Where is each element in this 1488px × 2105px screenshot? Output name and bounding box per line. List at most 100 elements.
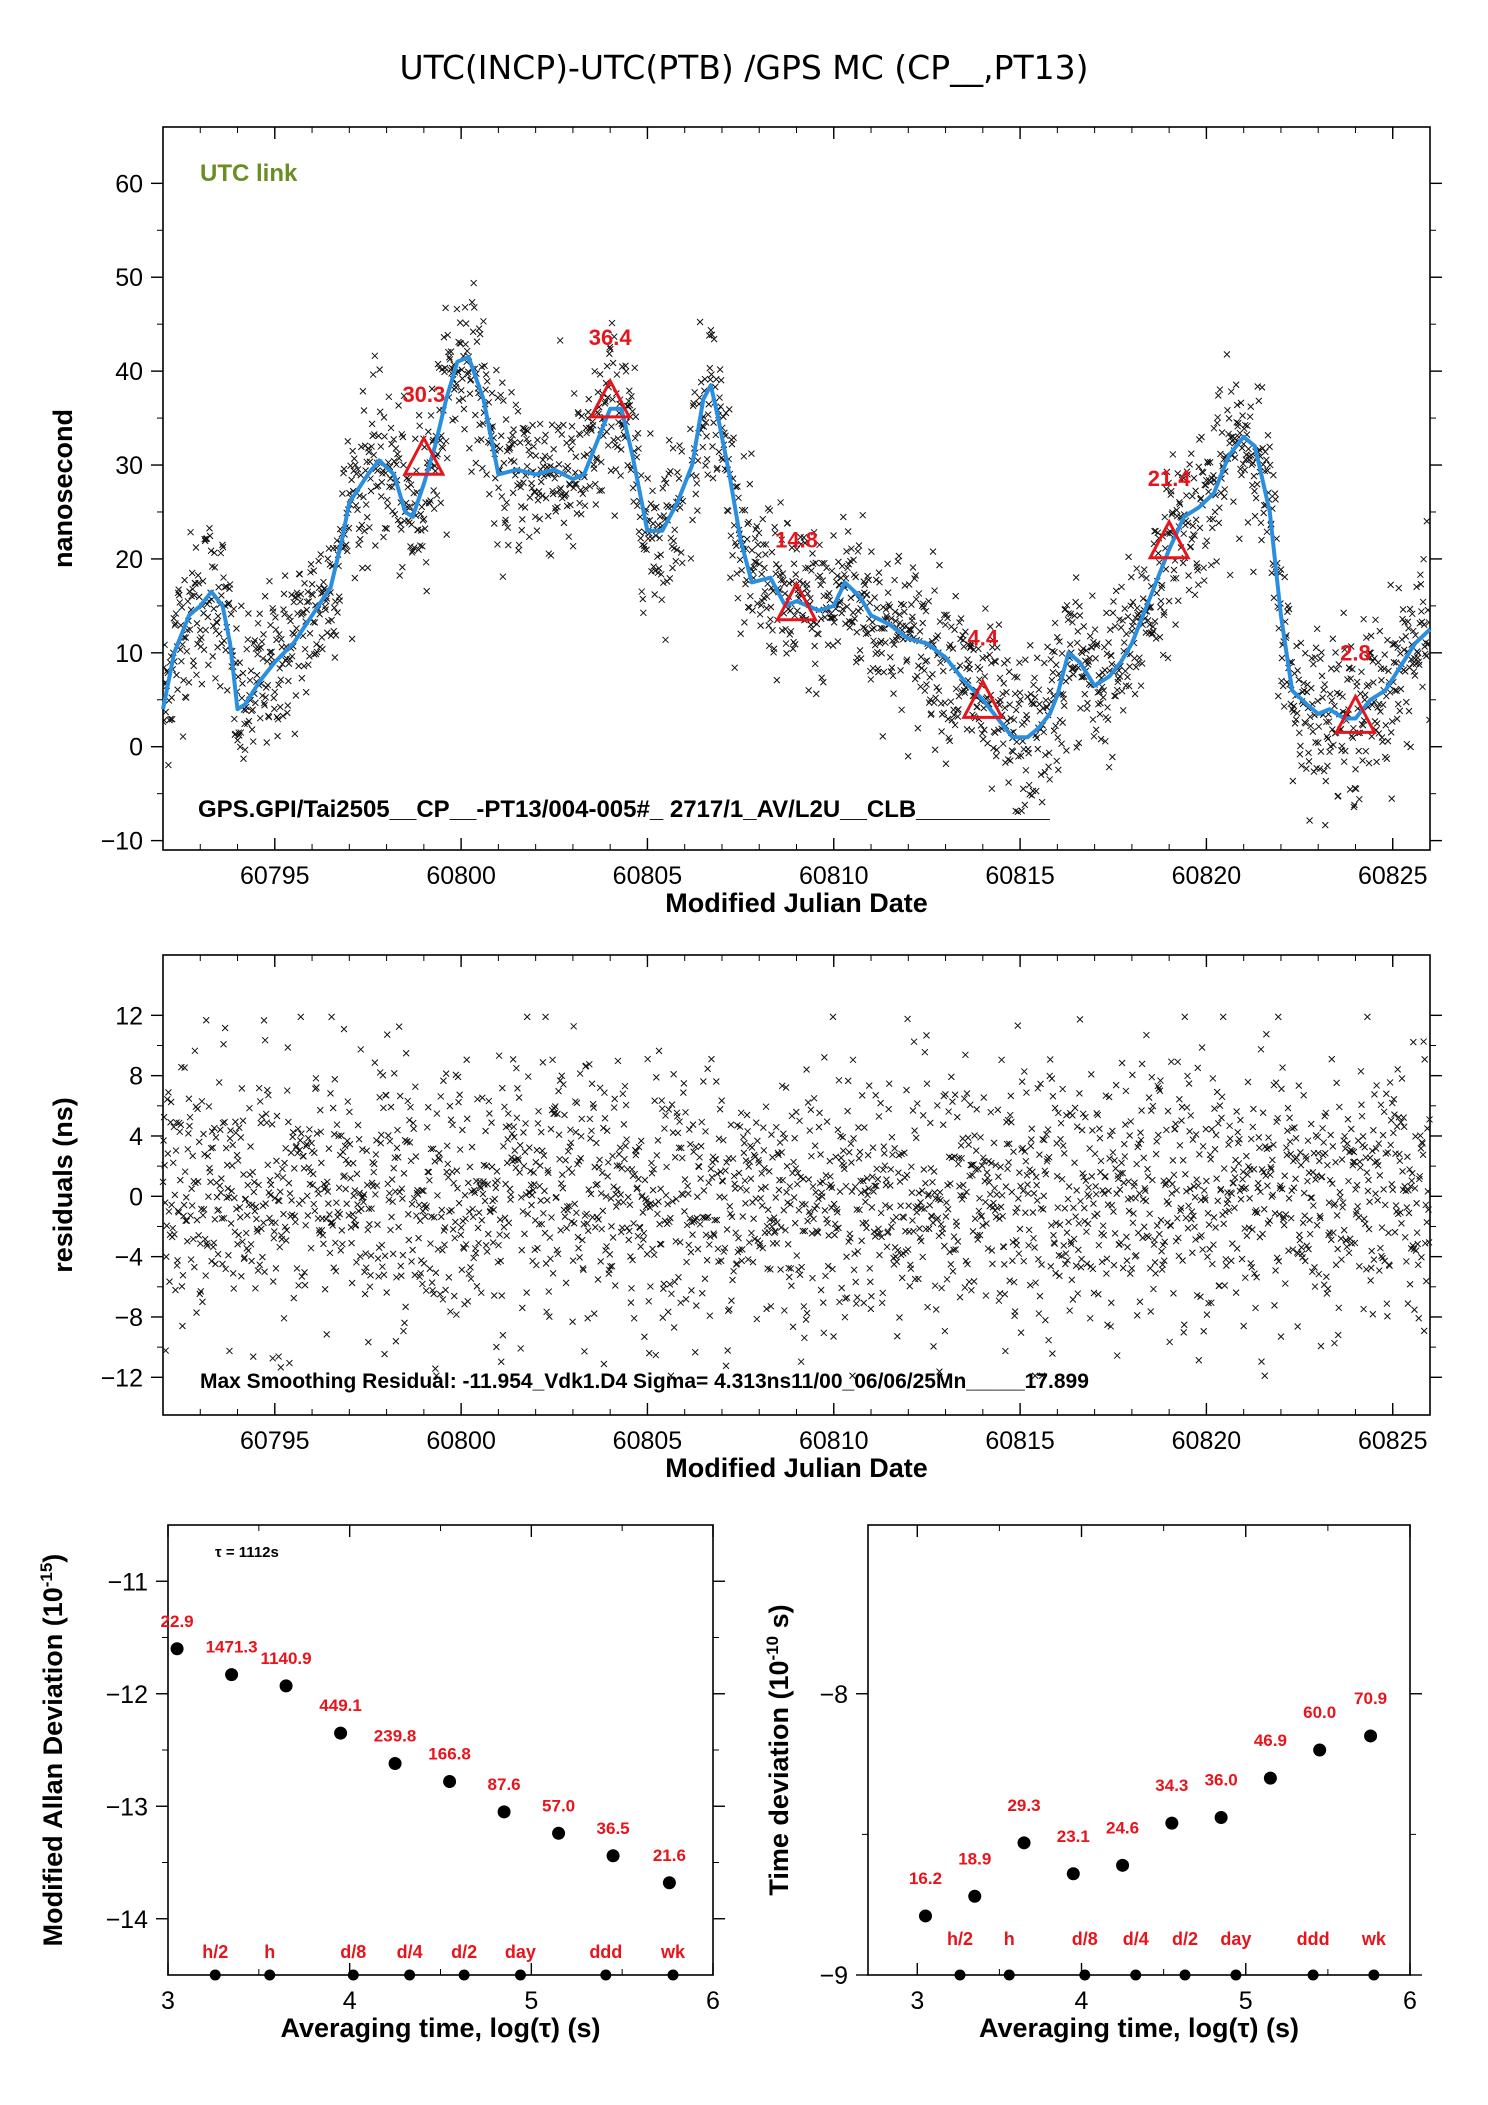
residual-point bbox=[1024, 1181, 1031, 1189]
data-point bbox=[1270, 471, 1277, 479]
data-point bbox=[984, 739, 991, 747]
residual-point bbox=[161, 1161, 168, 1169]
data-point bbox=[1362, 634, 1370, 641]
residual-point bbox=[1315, 1270, 1323, 1278]
data-point bbox=[1303, 765, 1310, 772]
residual-point bbox=[859, 1177, 867, 1185]
residual-point bbox=[1353, 1181, 1361, 1189]
data-point bbox=[1038, 798, 1046, 806]
residual-point bbox=[1062, 1250, 1070, 1257]
residual-point bbox=[848, 1159, 855, 1166]
residual-point bbox=[1068, 1276, 1076, 1284]
residual-point bbox=[347, 1224, 355, 1231]
data-point bbox=[872, 576, 880, 584]
residual-point bbox=[1035, 1310, 1043, 1317]
residual-point bbox=[764, 1206, 772, 1214]
residual-point bbox=[950, 1246, 957, 1254]
data-point bbox=[1403, 740, 1411, 748]
data-point bbox=[996, 674, 1004, 682]
residual-point bbox=[983, 1169, 991, 1176]
residual-point bbox=[453, 1311, 460, 1318]
residual-point bbox=[199, 1211, 207, 1219]
data-point bbox=[1245, 445, 1252, 453]
data-point bbox=[176, 599, 184, 606]
residual-points bbox=[159, 1013, 1433, 1380]
residual-point bbox=[330, 1264, 338, 1272]
residual-point bbox=[431, 1365, 439, 1373]
data-point bbox=[501, 504, 508, 512]
data-point bbox=[170, 614, 178, 622]
residual-point bbox=[987, 1108, 995, 1116]
residual-point bbox=[754, 1137, 761, 1145]
residual-point bbox=[449, 1226, 457, 1233]
data-point bbox=[218, 592, 225, 599]
data-point bbox=[821, 613, 829, 621]
info-text: Max Smoothing Residual: -11.954_Vdk1.D4 … bbox=[200, 1370, 1089, 1393]
residual-point bbox=[696, 1220, 704, 1228]
data-point bbox=[584, 414, 592, 422]
data-point bbox=[1094, 700, 1102, 708]
residual-point bbox=[821, 1207, 829, 1214]
residual-point bbox=[429, 1145, 437, 1153]
data-point bbox=[1424, 606, 1430, 614]
residual-point bbox=[1378, 1252, 1385, 1260]
residual-point bbox=[980, 1094, 988, 1101]
data-point bbox=[584, 408, 592, 416]
residual-point bbox=[309, 1170, 317, 1178]
residual-point bbox=[920, 1205, 928, 1213]
data-point bbox=[771, 523, 779, 531]
data-point bbox=[536, 420, 544, 428]
residual-point bbox=[1091, 1150, 1099, 1158]
data-point bbox=[873, 648, 881, 656]
residual-point bbox=[1380, 1185, 1387, 1193]
residual-point bbox=[796, 1117, 803, 1125]
data-point bbox=[247, 667, 255, 675]
residual-point bbox=[583, 1220, 591, 1227]
residual-point bbox=[1418, 1253, 1425, 1261]
residual-point bbox=[851, 1183, 859, 1191]
residual-point bbox=[971, 1215, 979, 1223]
x-tick-label: 60805 bbox=[613, 862, 683, 890]
data-point bbox=[428, 385, 436, 393]
data-point bbox=[1415, 661, 1423, 669]
residual-point bbox=[1173, 1214, 1181, 1222]
residual-point bbox=[444, 1173, 452, 1181]
data-point bbox=[1191, 591, 1199, 599]
data-point bbox=[186, 626, 194, 633]
residual-point bbox=[190, 1263, 198, 1271]
data-point bbox=[333, 537, 341, 544]
residual-point bbox=[296, 1137, 304, 1144]
residual-point bbox=[971, 1132, 978, 1139]
residual-point bbox=[791, 1219, 799, 1227]
data-point bbox=[748, 450, 755, 457]
residual-point bbox=[1289, 1246, 1297, 1253]
residual-point bbox=[766, 1216, 774, 1224]
data-point bbox=[826, 596, 834, 604]
residual-point bbox=[1386, 1079, 1394, 1086]
data-point bbox=[1208, 524, 1216, 532]
data-point bbox=[1248, 461, 1256, 469]
residual-point bbox=[858, 1092, 866, 1099]
residual-point bbox=[1225, 1141, 1232, 1149]
residual-point bbox=[1415, 1314, 1423, 1322]
residual-point bbox=[1175, 1252, 1183, 1260]
data-point bbox=[640, 609, 647, 617]
data-point bbox=[750, 563, 758, 571]
data-point bbox=[687, 555, 695, 562]
residual-point bbox=[949, 1098, 956, 1105]
residual-point bbox=[272, 1265, 280, 1272]
residual-point bbox=[165, 1208, 173, 1215]
residual-point bbox=[224, 1185, 232, 1192]
data-point bbox=[193, 620, 201, 627]
data-point bbox=[705, 400, 713, 408]
residual-point bbox=[537, 1128, 545, 1136]
data-point bbox=[631, 364, 639, 372]
data-point bbox=[525, 533, 533, 541]
residual-point bbox=[1358, 1101, 1365, 1109]
residual-point bbox=[168, 1201, 175, 1209]
residual-point bbox=[778, 1148, 786, 1156]
data-point bbox=[1129, 622, 1136, 630]
data-point bbox=[701, 375, 709, 383]
residual-point bbox=[1320, 1139, 1328, 1146]
residual-point bbox=[1403, 1204, 1411, 1211]
